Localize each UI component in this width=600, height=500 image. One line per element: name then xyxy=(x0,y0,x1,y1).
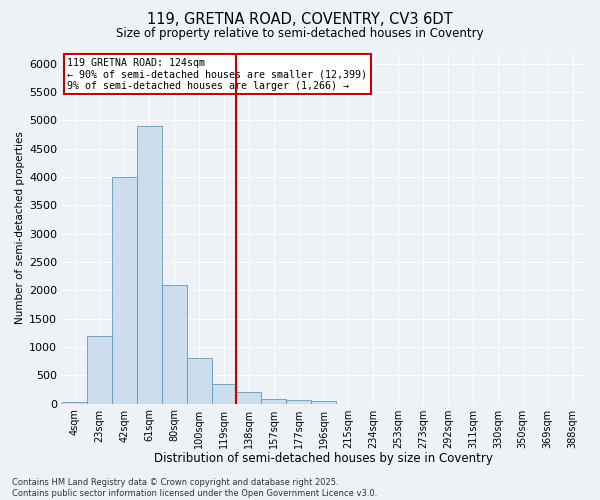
Bar xyxy=(236,392,262,404)
Text: 119 GRETNA ROAD: 124sqm
← 90% of semi-detached houses are smaller (12,399)
9% of: 119 GRETNA ROAD: 124sqm ← 90% of semi-de… xyxy=(67,58,367,91)
Y-axis label: Number of semi-detached properties: Number of semi-detached properties xyxy=(15,132,25,324)
Bar xyxy=(212,384,236,404)
Bar xyxy=(187,358,212,404)
X-axis label: Distribution of semi-detached houses by size in Coventry: Distribution of semi-detached houses by … xyxy=(154,452,493,465)
Bar xyxy=(162,284,187,404)
Bar xyxy=(286,400,311,404)
Bar xyxy=(62,402,87,404)
Bar xyxy=(87,336,112,404)
Text: Contains HM Land Registry data © Crown copyright and database right 2025.
Contai: Contains HM Land Registry data © Crown c… xyxy=(12,478,377,498)
Text: Size of property relative to semi-detached houses in Coventry: Size of property relative to semi-detach… xyxy=(116,28,484,40)
Bar xyxy=(262,399,286,404)
Bar xyxy=(137,126,162,404)
Bar xyxy=(112,177,137,404)
Bar xyxy=(311,402,336,404)
Text: 119, GRETNA ROAD, COVENTRY, CV3 6DT: 119, GRETNA ROAD, COVENTRY, CV3 6DT xyxy=(147,12,453,28)
